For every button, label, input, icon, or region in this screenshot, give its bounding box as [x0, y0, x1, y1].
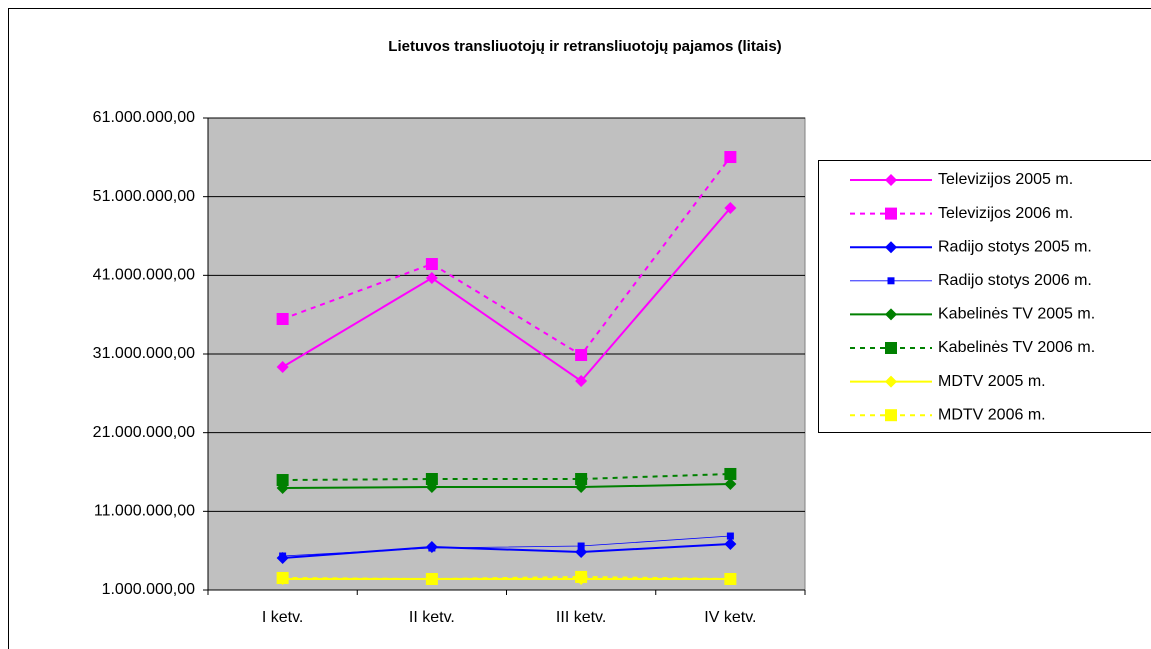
data-point — [276, 312, 289, 325]
legend — [818, 160, 1151, 433]
data-point — [724, 478, 737, 491]
series-line — [282, 207, 732, 383]
legend-marker — [885, 241, 897, 254]
data-point — [425, 258, 438, 271]
legend-label: Televizijos 2005 m. — [938, 171, 1073, 188]
series-line — [282, 542, 731, 559]
legend-label: Televizijos 2006 m. — [938, 205, 1073, 222]
series-line — [282, 575, 731, 580]
data-point — [575, 374, 588, 387]
y-tick-label: 31.000.000,00 — [93, 345, 195, 362]
data-point — [726, 532, 734, 540]
legend-label: Kabelinės TV 2005 m. — [938, 306, 1095, 323]
data-point — [276, 571, 289, 584]
y-tick-label: 21.000.000,00 — [93, 424, 195, 441]
series-line — [282, 472, 731, 482]
legend-marker — [885, 174, 897, 186]
y-tick-label: 41.000.000,00 — [93, 267, 195, 284]
data-point — [724, 537, 737, 550]
y-tick-label: 51.000.000,00 — [93, 188, 195, 205]
data-point — [577, 542, 585, 550]
legend-marker — [885, 308, 897, 321]
data-point — [425, 272, 438, 285]
data-point — [276, 474, 289, 487]
x-tick-label: II ketv. — [409, 609, 455, 626]
data-point — [724, 151, 737, 164]
data-point — [428, 544, 436, 552]
data-point — [724, 572, 737, 585]
data-point — [575, 473, 588, 486]
data-point — [276, 360, 289, 373]
y-tick-label: 61.000.000,00 — [93, 109, 195, 126]
y-tick-label: 1.000.000,00 — [102, 581, 196, 598]
legend-marker — [885, 342, 897, 354]
x-tick-label: I ketv. — [262, 609, 304, 626]
data-point — [425, 572, 438, 585]
legend-marker — [885, 409, 897, 422]
data-point — [425, 473, 438, 486]
legend-label: Radijo stotys 2006 m. — [938, 272, 1092, 289]
chart-border — [8, 8, 1151, 649]
data-point — [724, 467, 737, 480]
legend-marker — [885, 207, 897, 220]
legend-label: Radijo stotys 2005 m. — [938, 238, 1092, 255]
chart-title: Lietuvos transliuotojų ir retransliuotoj… — [388, 38, 781, 55]
series-line — [282, 535, 731, 557]
legend-label: MDTV 2005 m. — [938, 373, 1046, 390]
x-tick-label: IV ketv. — [704, 609, 756, 626]
x-tick-label: III ketv. — [556, 609, 606, 626]
legend-label: MDTV 2006 m. — [938, 406, 1046, 423]
legend-label: Kabelinės TV 2006 m. — [938, 339, 1095, 356]
data-point — [724, 201, 737, 214]
data-point — [575, 570, 588, 583]
legend-marker — [887, 277, 895, 285]
series-line — [282, 483, 731, 489]
y-tick-label: 11.000.000,00 — [94, 503, 195, 520]
data-point — [575, 349, 588, 362]
legend-marker — [885, 375, 897, 388]
data-point — [279, 552, 287, 560]
